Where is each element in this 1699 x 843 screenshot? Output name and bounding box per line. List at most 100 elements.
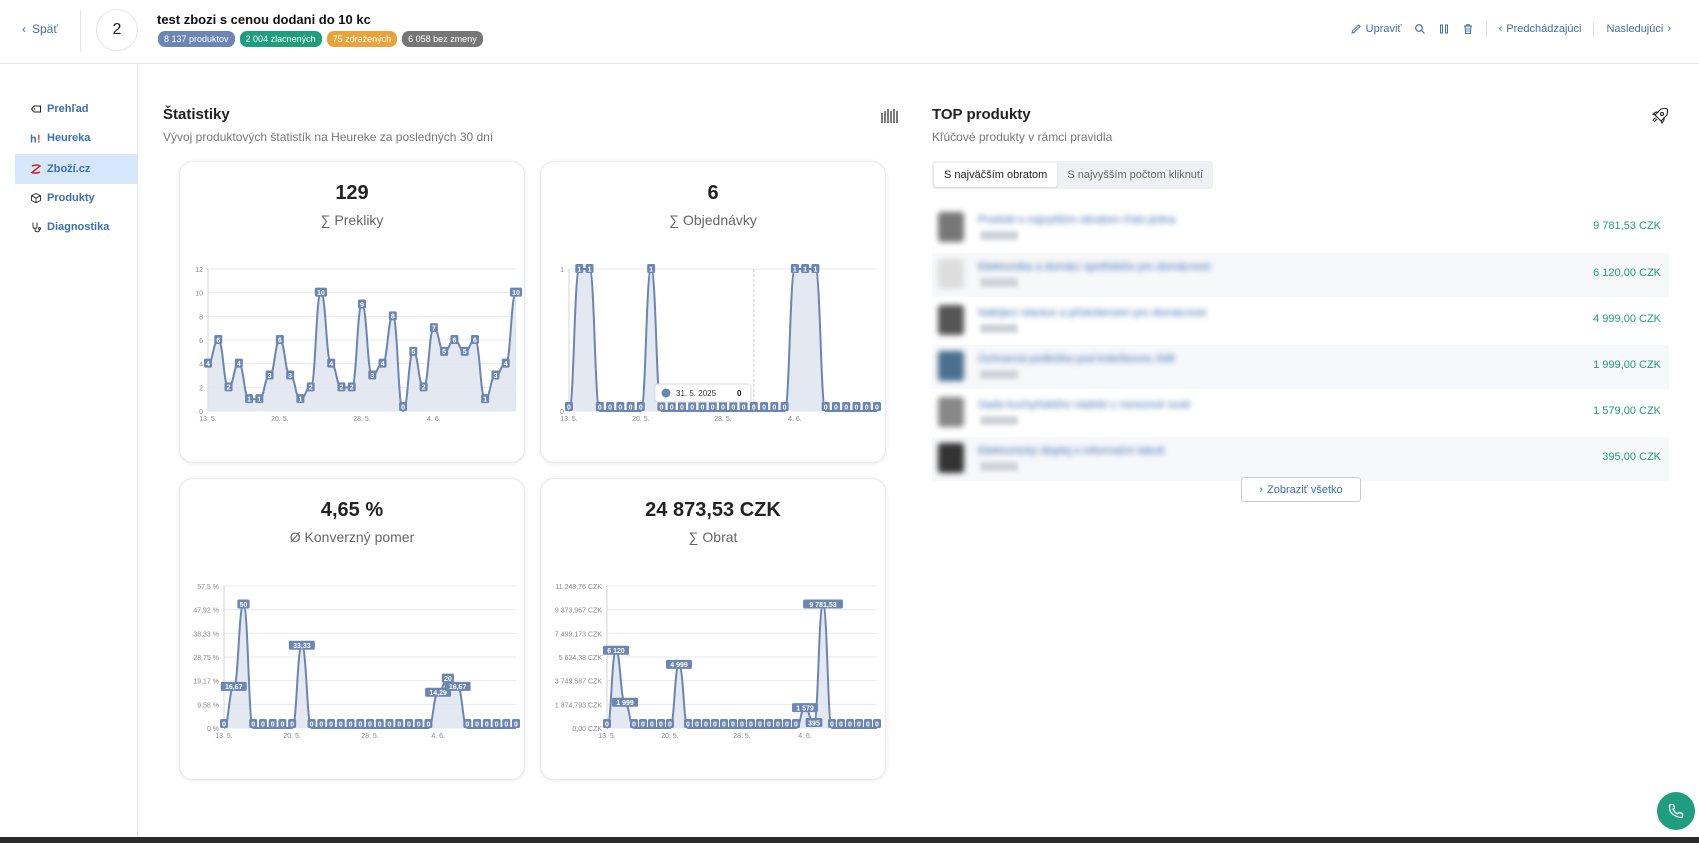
sidebar-item-diagnostics[interactable]: Diagnostika	[15, 212, 138, 242]
list-item[interactable]: Ochranná podložka pod kolečkovou židli 1…	[932, 345, 1669, 389]
data-label: 0	[368, 721, 372, 728]
barcode-icon[interactable]	[880, 108, 900, 129]
data-label-box	[738, 719, 746, 728]
data-label-box	[306, 382, 315, 392]
show-all-button[interactable]: › Zobraziť všetko	[1241, 477, 1361, 502]
product-thumbnail	[938, 443, 964, 473]
data-label-box	[873, 719, 881, 728]
next-button[interactable]: Nasledujúci ›	[1606, 23, 1671, 35]
x-tick-label: 28. 5.	[733, 733, 751, 740]
data-label: 0	[659, 721, 663, 728]
y-tick-label: 47,92 %	[193, 608, 219, 615]
data-label: 6	[473, 337, 477, 344]
data-label: 1	[649, 266, 653, 273]
data-label: 0	[475, 721, 479, 728]
data-label: 0	[310, 721, 314, 728]
sidebar-item-heureka[interactable]: h! Heureka	[15, 123, 138, 153]
data-label: 6	[216, 337, 220, 344]
data-label: 0	[426, 721, 430, 728]
data-label-box	[268, 719, 277, 728]
data-label: 1	[813, 266, 817, 273]
sidebar-item-zbozi[interactable]: Zboží.cz	[15, 154, 138, 184]
data-label-box	[450, 335, 459, 344]
data-label-box	[756, 719, 764, 728]
data-label-box	[482, 719, 491, 728]
previous-button[interactable]: ‹ Predchádzajúci	[1499, 23, 1582, 35]
list-item[interactable]: Elektronický displej s informační tabulí…	[932, 437, 1669, 481]
data-label-box	[585, 264, 594, 273]
rocket-icon[interactable]	[1650, 106, 1670, 131]
x-tick-label: 20. 5.	[283, 733, 301, 740]
data-label: 0	[639, 404, 643, 411]
data-label-box	[636, 402, 645, 411]
data-label: 0	[848, 721, 852, 728]
tab-most-clicks[interactable]: S najvyšším počtom kliknutí	[1067, 169, 1204, 181]
list-item[interactable]: Produkt s najvyšším obratom číslo jedna …	[932, 206, 1669, 250]
revenue-chart[interactable]: 0,00 CZK 1 874,793 CZK 3 749,587 CZK 5 624,…	[541, 574, 887, 749]
data-label: 0	[605, 721, 609, 728]
data-label-box	[470, 335, 479, 344]
data-label: 0	[358, 721, 362, 728]
delete-button[interactable]	[1462, 23, 1474, 35]
sidebar-item-products[interactable]: Produkty	[15, 183, 138, 213]
data-label-box	[414, 719, 423, 728]
data-label: 0	[731, 404, 735, 411]
search-button[interactable]	[1414, 23, 1426, 35]
y-tick-label: 10	[195, 291, 203, 298]
data-label-box	[286, 370, 295, 380]
product-value: 9 781,53 CZK	[1593, 220, 1661, 232]
data-label-box	[711, 719, 719, 728]
data-label: 5	[463, 349, 467, 356]
data-label-box	[657, 402, 666, 411]
list-item[interactable]: Elektronika a domácí spotřebiče pro domá…	[932, 253, 1669, 297]
data-label-box	[429, 323, 438, 333]
data-label-box	[708, 402, 717, 411]
data-label-box	[214, 335, 223, 344]
data-label-box	[783, 719, 791, 728]
data-label: 10	[512, 290, 520, 297]
data-label-box	[792, 719, 800, 728]
sidebar-item-label: Heureka	[47, 132, 91, 144]
data-label: 395	[808, 720, 820, 727]
data-label: 0	[758, 721, 762, 728]
x-tick-label: 13. 5.	[215, 733, 233, 740]
data-label: 0	[280, 721, 284, 728]
data-label-box	[375, 719, 384, 728]
data-label-box	[565, 402, 573, 411]
data-label-box	[575, 264, 584, 273]
back-button[interactable]: ‹ Späť	[22, 22, 58, 36]
data-label-box	[491, 370, 500, 380]
x-tick-label: 28. 5.	[361, 733, 379, 740]
product-value: 6 120,00 CZK	[1593, 267, 1661, 279]
edit-label: Upraviť	[1365, 23, 1402, 35]
data-label-box	[698, 402, 707, 411]
data-label: 4	[504, 361, 508, 368]
x-tick-label: 28. 5.	[714, 416, 732, 423]
data-label: 1 579	[796, 705, 814, 712]
product-value: 1 579,00 CZK	[1593, 405, 1661, 417]
data-label-box	[278, 719, 287, 728]
section-title: TOP produkty	[932, 106, 1031, 123]
sidebar: Prehľad h! Heureka Zboží.cz Produkty Dia…	[0, 64, 138, 843]
data-label: 2	[350, 385, 354, 392]
trash-icon	[1462, 23, 1474, 35]
data-label-box	[864, 719, 872, 728]
pause-button[interactable]	[1438, 23, 1450, 35]
data-label: 0	[839, 721, 843, 728]
list-item[interactable]: Nabíjecí stanice a příslušenství pro dom…	[932, 299, 1669, 343]
sidebar-item-overview[interactable]: Prehľad	[15, 94, 138, 124]
call-button[interactable]	[1657, 792, 1695, 830]
data-label: 0	[834, 404, 838, 411]
y-tick-label: 5 624,38 CZK	[559, 655, 603, 662]
data-label: 0	[629, 404, 633, 411]
data-label: 7	[432, 325, 436, 332]
tab-highest-revenue[interactable]: S najväčším obratom	[934, 163, 1058, 187]
data-label: 0	[857, 721, 861, 728]
conversion-chart[interactable]: 0 % 9,58 % 19,17 % 28,75 % 38,33 % 47,92 % 57,…	[180, 574, 526, 749]
y-tick-label: 2	[199, 385, 203, 392]
list-item[interactable]: Sada kuchyňského nádobí z nerezové oceli…	[932, 391, 1669, 435]
data-label: 0	[349, 721, 353, 728]
edit-button[interactable]: Upraviť	[1350, 23, 1402, 35]
